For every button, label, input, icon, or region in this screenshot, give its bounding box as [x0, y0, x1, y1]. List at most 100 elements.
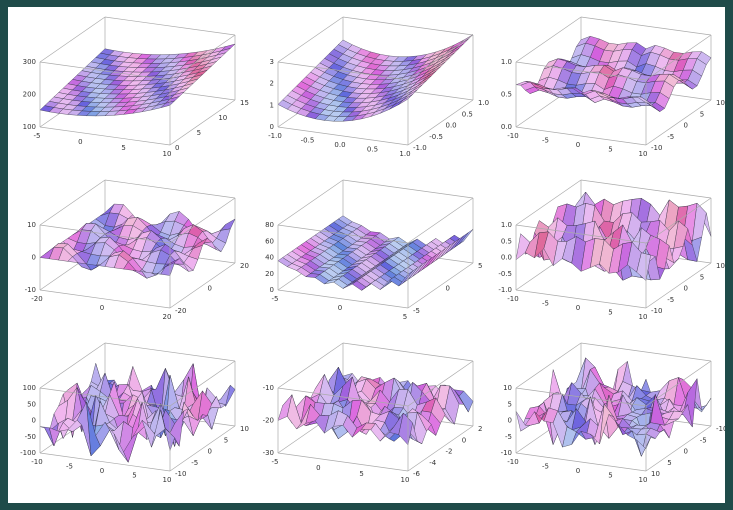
x-tick-label: -5	[34, 132, 41, 140]
y-tick-label: 5	[700, 110, 704, 118]
z-tick-label: 0	[270, 286, 274, 294]
box-edge	[40, 17, 105, 62]
x-tick-label: -0.5	[301, 137, 315, 145]
y-tick-label: 1.0	[478, 99, 489, 107]
box-edge	[581, 17, 711, 35]
x-tick-label: -10	[507, 458, 518, 466]
y-tick-label: -5	[667, 133, 674, 141]
z-tick-label: 0.5	[501, 237, 512, 245]
y-tick-label: 0	[684, 122, 688, 130]
box-edge	[516, 290, 646, 308]
y-tick-label: -4	[429, 459, 437, 467]
box-edge	[516, 17, 581, 62]
box-edge	[343, 17, 473, 35]
x-tick-label: 0	[316, 464, 320, 472]
z-tick-label: 0.0	[501, 123, 512, 131]
x-tick-label: 10	[639, 150, 648, 158]
z-tick-label: 0.0	[501, 254, 512, 262]
z-tick-label: -50	[25, 433, 36, 441]
z-tick-label: 0	[508, 417, 512, 425]
surface-plot: 1050-5-10-10-50510-10-50510	[501, 343, 725, 484]
z-tick-label: 200	[23, 91, 36, 99]
x-tick-label: 10	[639, 313, 648, 321]
z-tick-label: 300	[23, 58, 36, 66]
x-tick-label: 0	[576, 304, 580, 312]
surface-patch	[221, 219, 235, 230]
y-tick-label: 10	[240, 425, 249, 433]
x-tick-label: -20	[31, 295, 42, 303]
x-tick-label: -10	[507, 132, 518, 140]
y-tick-label: -2	[446, 448, 453, 456]
z-tick-label: 1.0	[501, 221, 512, 229]
x-tick-label: 10	[639, 476, 648, 484]
y-tick-label: 20	[240, 262, 249, 270]
y-tick-label: -10	[651, 307, 662, 315]
box-edge	[105, 180, 235, 198]
y-tick-label: 15	[240, 99, 249, 107]
box-edge	[278, 290, 408, 308]
x-tick-label: 10	[163, 476, 172, 484]
x-tick-label: -5	[272, 295, 279, 303]
y-tick-label: 5	[224, 436, 228, 444]
x-tick-label: 0	[100, 304, 104, 312]
z-tick-label: 60	[265, 237, 274, 245]
z-tick-label: 10	[503, 384, 512, 392]
surface-patch	[459, 229, 473, 244]
z-tick-label: -0.5	[498, 270, 512, 278]
y-tick-label: -5	[413, 307, 420, 315]
y-tick-label: 0	[684, 448, 688, 456]
surface-plot: 300200100-50510151050	[23, 17, 249, 158]
x-tick-label: 0	[576, 141, 580, 149]
surface-plot: 1.00.50.0-0.5-1.0-10-505101050-5-10	[498, 180, 725, 321]
y-tick-label: -10	[175, 470, 186, 478]
y-tick-label: 0	[208, 285, 212, 293]
y-tick-label: -1.0	[413, 144, 427, 152]
x-tick-label: 0	[78, 138, 82, 146]
box-edge	[105, 343, 235, 361]
y-tick-label: 0	[462, 436, 466, 444]
y-tick-label: 0.0	[446, 122, 457, 130]
box-edge	[343, 180, 473, 198]
x-tick-label: -10	[507, 295, 518, 303]
box-edge	[581, 343, 711, 361]
y-tick-label: -0.5	[429, 133, 443, 141]
y-tick-label: 0	[175, 144, 179, 152]
box-edge	[581, 180, 711, 198]
box-edge	[278, 453, 408, 471]
y-tick-label: -20	[175, 307, 186, 315]
y-tick-label: 0	[684, 285, 688, 293]
z-tick-label: 0.5	[501, 91, 512, 99]
z-tick-label: 80	[265, 221, 274, 229]
x-tick-label: 5	[608, 146, 612, 154]
y-tick-label: -5	[191, 459, 198, 467]
z-tick-label: -100	[20, 449, 36, 457]
y-tick-label: 10	[716, 99, 725, 107]
x-tick-label: 5	[403, 313, 407, 321]
y-tick-label: 0.5	[462, 110, 473, 118]
box-edge	[343, 343, 473, 361]
y-tick-label: 0	[446, 285, 450, 293]
x-tick-label: -5	[542, 300, 549, 308]
z-tick-label: 1.0	[501, 58, 512, 66]
x-tick-label: -1.0	[268, 132, 282, 140]
z-tick-label: -30	[263, 449, 274, 457]
x-tick-label: 0.5	[367, 146, 378, 154]
z-tick-label: 100	[23, 123, 36, 131]
z-tick-label: -10	[263, 384, 274, 392]
y-tick-label: 2	[478, 425, 482, 433]
x-tick-label: 5	[132, 472, 136, 480]
z-tick-label: 2	[270, 80, 274, 88]
y-tick-label: -10	[651, 144, 662, 152]
y-tick-label: 5	[700, 273, 704, 281]
x-tick-label: 1.0	[399, 150, 410, 158]
z-tick-label: -5	[505, 433, 512, 441]
z-tick-label: 3	[270, 58, 274, 66]
y-tick-label: -6	[413, 470, 421, 478]
x-tick-label: 10	[401, 476, 410, 484]
x-tick-label: 0	[576, 467, 580, 475]
z-tick-label: 0	[32, 417, 36, 425]
y-tick-label: 5	[478, 262, 482, 270]
